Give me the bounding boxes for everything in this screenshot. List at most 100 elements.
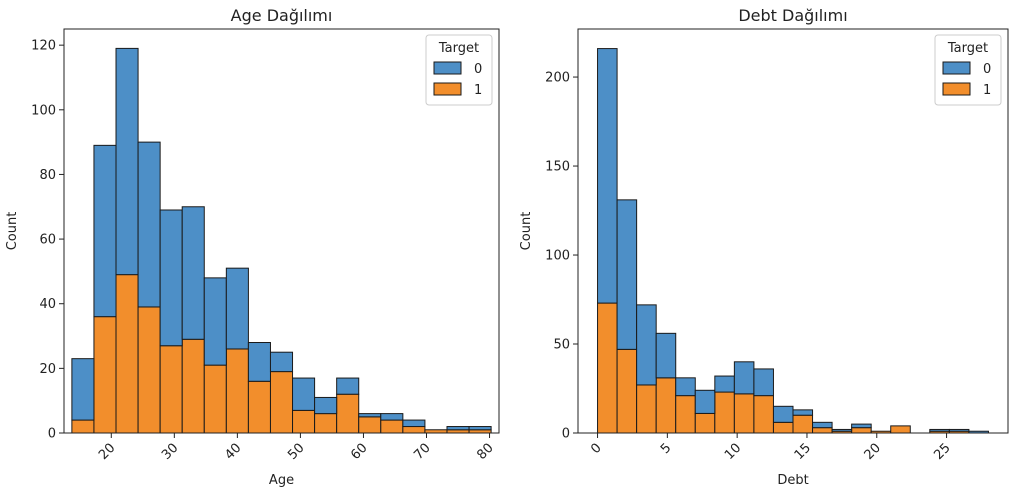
bar-target-0 bbox=[948, 428, 970, 432]
bar-target-1 bbox=[115, 274, 139, 434]
bar-target-1 bbox=[675, 395, 696, 434]
bar-target-0 bbox=[358, 413, 382, 418]
bar-target-0 bbox=[792, 409, 814, 416]
y-tick-label: 100 bbox=[31, 103, 56, 118]
bar-target-1 bbox=[733, 393, 755, 434]
legend-label-1: 1 bbox=[983, 83, 991, 98]
bar-target-0 bbox=[159, 209, 183, 347]
y-tick-label: 80 bbox=[39, 168, 56, 183]
legend-title: Target bbox=[438, 41, 479, 56]
bar-target-0 bbox=[851, 423, 872, 429]
bar-target-1 bbox=[181, 338, 205, 434]
bar-target-0 bbox=[616, 199, 638, 350]
bar-target-1 bbox=[714, 391, 735, 434]
bar-target-1 bbox=[292, 409, 316, 434]
legend-swatch-0 bbox=[942, 61, 971, 75]
bar-target-0 bbox=[655, 332, 677, 379]
x-tick-label: 80 bbox=[474, 441, 496, 463]
bar-target-1 bbox=[137, 306, 161, 434]
bar-target-1 bbox=[380, 419, 404, 434]
bar-target-1 bbox=[851, 427, 872, 434]
x-tick-label: 30 bbox=[159, 441, 181, 463]
plot-frame bbox=[63, 28, 500, 434]
bar-target-0 bbox=[772, 405, 794, 423]
y-tick-label: 200 bbox=[545, 71, 570, 86]
bar-target-1 bbox=[336, 393, 360, 434]
bar-target-1 bbox=[812, 427, 833, 434]
bar-target-1 bbox=[71, 419, 95, 434]
y-tick-label: 150 bbox=[545, 160, 570, 175]
bar-target-0 bbox=[292, 377, 316, 411]
bar-target-1 bbox=[93, 316, 117, 434]
bar-target-0 bbox=[269, 351, 294, 373]
bar-target-0 bbox=[636, 304, 657, 386]
y-tick-label: 100 bbox=[545, 249, 570, 264]
bar-target-0 bbox=[675, 377, 696, 397]
plot-frame bbox=[577, 28, 1009, 434]
bar-target-0 bbox=[733, 361, 755, 395]
legend-label-0: 0 bbox=[983, 62, 991, 77]
bar-target-1 bbox=[402, 426, 426, 434]
bar-target-1 bbox=[225, 348, 249, 434]
x-tick-label: 25 bbox=[931, 441, 953, 463]
y-tick-label: 40 bbox=[39, 297, 56, 312]
bar-target-1 bbox=[792, 414, 814, 434]
x-tick-label: 50 bbox=[285, 441, 307, 463]
legend-swatch-1 bbox=[942, 82, 971, 96]
y-tick-label: 60 bbox=[39, 233, 56, 248]
x-tick-label: 20 bbox=[96, 441, 118, 463]
y-tick-label: 50 bbox=[553, 338, 570, 353]
x-tick-label: 40 bbox=[222, 441, 244, 463]
x-tick-label: 0 bbox=[588, 441, 604, 457]
bar-target-0 bbox=[694, 389, 716, 414]
x-tick-label: 60 bbox=[348, 441, 370, 463]
bar-target-0 bbox=[314, 396, 338, 415]
bar-target-1 bbox=[636, 384, 657, 434]
bar-target-1 bbox=[772, 421, 794, 434]
bar-target-1 bbox=[597, 302, 618, 434]
bar-target-1 bbox=[655, 377, 677, 434]
bar-target-1 bbox=[159, 345, 183, 434]
y-tick-label: 0 bbox=[48, 427, 56, 442]
chart-title: Debt Dağılımı bbox=[738, 6, 847, 25]
bar-target-0 bbox=[468, 426, 492, 431]
bar-target-0 bbox=[597, 48, 618, 304]
y-tick-label: 20 bbox=[39, 362, 56, 377]
bar-target-1 bbox=[247, 380, 271, 434]
bar-target-1 bbox=[753, 395, 774, 434]
bar-target-0 bbox=[336, 377, 360, 395]
x-tick-label: 10 bbox=[722, 441, 744, 463]
y-axis-label: Count bbox=[5, 212, 20, 251]
bar-target-0 bbox=[831, 428, 853, 432]
bar-target-0 bbox=[714, 375, 735, 393]
bar-target-0 bbox=[380, 413, 404, 421]
bar-target-0 bbox=[115, 47, 139, 276]
bar-target-0 bbox=[203, 277, 227, 366]
x-tick-label: 15 bbox=[792, 441, 814, 463]
legend-swatch-0 bbox=[433, 61, 462, 75]
legend: Target 0 1 bbox=[934, 34, 1002, 106]
legend: Target 0 1 bbox=[425, 34, 493, 106]
bar-target-1 bbox=[890, 425, 911, 434]
bar-target-0 bbox=[71, 358, 95, 421]
chart-title: Age Dağılımı bbox=[231, 6, 333, 25]
x-tick-label: 20 bbox=[862, 441, 884, 463]
bar-target-0 bbox=[929, 428, 950, 432]
bar-target-0 bbox=[93, 144, 117, 318]
bar-target-0 bbox=[225, 267, 249, 350]
x-axis-label: Age bbox=[269, 473, 294, 488]
bar-target-0 bbox=[137, 141, 161, 308]
bar-target-0 bbox=[247, 342, 271, 382]
bar-target-1 bbox=[694, 412, 716, 434]
bar-target-0 bbox=[812, 421, 833, 429]
x-tick-label: 70 bbox=[411, 441, 433, 463]
legend-label-0: 0 bbox=[474, 62, 482, 77]
legend-swatch-1 bbox=[433, 82, 462, 96]
legend-label-1: 1 bbox=[474, 83, 482, 98]
y-tick-label: 120 bbox=[31, 39, 56, 54]
bar-target-0 bbox=[753, 368, 774, 397]
bar-target-1 bbox=[616, 348, 638, 434]
bar-target-0 bbox=[402, 419, 426, 428]
x-axis-label: Debt bbox=[777, 473, 808, 488]
